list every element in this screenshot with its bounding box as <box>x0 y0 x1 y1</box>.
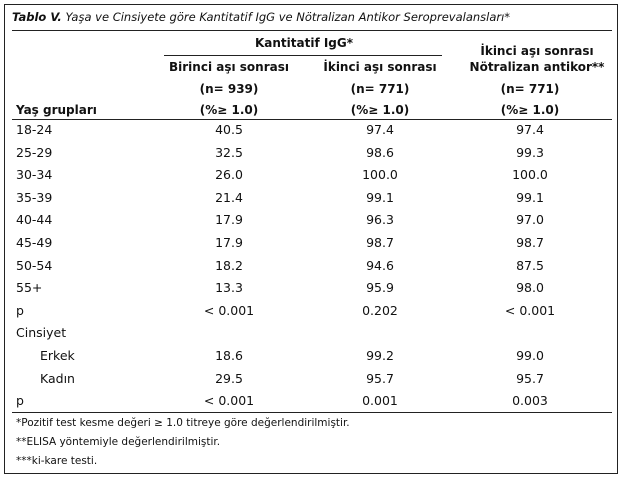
row-label: 50-54 <box>16 257 53 273</box>
row-value-col3: 95.7 <box>366 370 394 386</box>
header-col4-line3: (%≥ 1.0) <box>500 103 560 117</box>
row-value-col2: 18.2 <box>215 257 243 273</box>
row-value-col4: 97.0 <box>516 212 544 228</box>
header-col2-line3: (%≥ 1.0) <box>199 103 259 117</box>
table-title: Tablo V. Yaşa ve Cinsiyete göre Kantitat… <box>12 10 510 24</box>
row-value-col2: 18.6 <box>215 348 243 363</box>
header-col3-line1: İkinci aşı sonrası <box>323 60 437 74</box>
row-value-col3: 0.001 <box>362 393 398 409</box>
row-value-col2: 13.3 <box>215 280 243 296</box>
row-value-col4: 98.7 <box>516 235 544 250</box>
header-age-groups: Yaş grupları <box>16 103 97 117</box>
table-bottom-rule <box>12 412 612 413</box>
header-group-rule <box>164 55 442 56</box>
table-frame <box>4 4 618 474</box>
row-value-col4: 99.0 <box>516 348 544 363</box>
row-value-col3: 94.6 <box>366 257 394 273</box>
row-label: Erkek <box>40 348 75 363</box>
row-value-col4: 100.0 <box>512 167 548 183</box>
row-label: 30-34 <box>16 167 53 183</box>
row-label: 25-29 <box>16 144 53 160</box>
row-value-col2: 17.9 <box>215 235 243 250</box>
row-value-col2: < 0.001 <box>203 393 255 409</box>
row-value-col2: 40.5 <box>215 122 243 137</box>
header-col3-line3: (%≥ 1.0) <box>350 103 410 117</box>
header-top-rule <box>12 30 612 31</box>
row-label: 40-44 <box>16 212 53 228</box>
row-label: 35-39 <box>16 189 53 205</box>
row-value-col2: 26.0 <box>215 167 243 183</box>
footnote-3: ***ki-kare testi. <box>16 455 98 467</box>
header-col4-line1: İkinci aşı sonrası <box>480 44 594 58</box>
table-title-prefix: Tablo V. <box>12 10 62 24</box>
row-value-col3: 100.0 <box>362 167 398 183</box>
row-value-col2: 29.5 <box>215 370 243 386</box>
header-group-kantitatif: Kantitatif IgG* <box>254 36 354 50</box>
row-value-col3: 98.6 <box>366 144 394 160</box>
row-value-col2: 17.9 <box>215 212 243 228</box>
row-label: 45-49 <box>16 235 53 250</box>
row-value-col3: 96.3 <box>366 212 394 228</box>
footnote-1: *Pozitif test kesme değeri ≥ 1.0 titreye… <box>16 417 350 429</box>
row-value-col2: 32.5 <box>215 144 243 160</box>
table-title-text: Yaşa ve Cinsiyete göre Kantitatif IgG ve… <box>65 10 511 24</box>
row-label: Cinsiyet <box>16 325 67 341</box>
row-label: p <box>16 393 24 409</box>
footnote-2: **ELISA yöntemiyle değerlendirilmiştir. <box>16 436 221 448</box>
row-label: p <box>16 302 24 318</box>
row-label: 18-24 <box>16 122 53 137</box>
header-col4-line2: (n= 771) <box>500 82 560 96</box>
row-value-col4: 99.3 <box>516 144 544 160</box>
row-label: 55+ <box>16 280 43 296</box>
header-bottom-rule <box>12 119 612 120</box>
row-value-col4: < 0.001 <box>504 302 556 318</box>
header-col2-line1: Birinci aşı sonrası <box>169 60 289 74</box>
row-value-col3: 99.1 <box>366 189 394 205</box>
row-value-col3: 95.9 <box>366 280 394 296</box>
row-value-col3: 0.202 <box>362 302 398 318</box>
header-col2-line2: (n= 939) <box>199 82 259 96</box>
row-label: Kadın <box>40 370 75 386</box>
row-value-col3: 99.2 <box>366 348 394 363</box>
row-value-col3: 97.4 <box>366 122 394 137</box>
row-value-col3: 98.7 <box>366 235 394 250</box>
row-value-col2: 21.4 <box>215 189 243 205</box>
row-value-col4: 99.1 <box>516 189 544 205</box>
row-value-col4: 87.5 <box>516 257 544 273</box>
row-value-col4: 97.4 <box>516 122 544 137</box>
row-value-col4: 0.003 <box>512 393 548 409</box>
header-col4-line1b: Nötralizan antikor** <box>469 60 605 74</box>
row-value-col4: 95.7 <box>516 370 544 386</box>
row-value-col4: 98.0 <box>516 280 544 296</box>
header-col3-line2: (n= 771) <box>350 82 410 96</box>
row-value-col2: < 0.001 <box>203 302 255 318</box>
